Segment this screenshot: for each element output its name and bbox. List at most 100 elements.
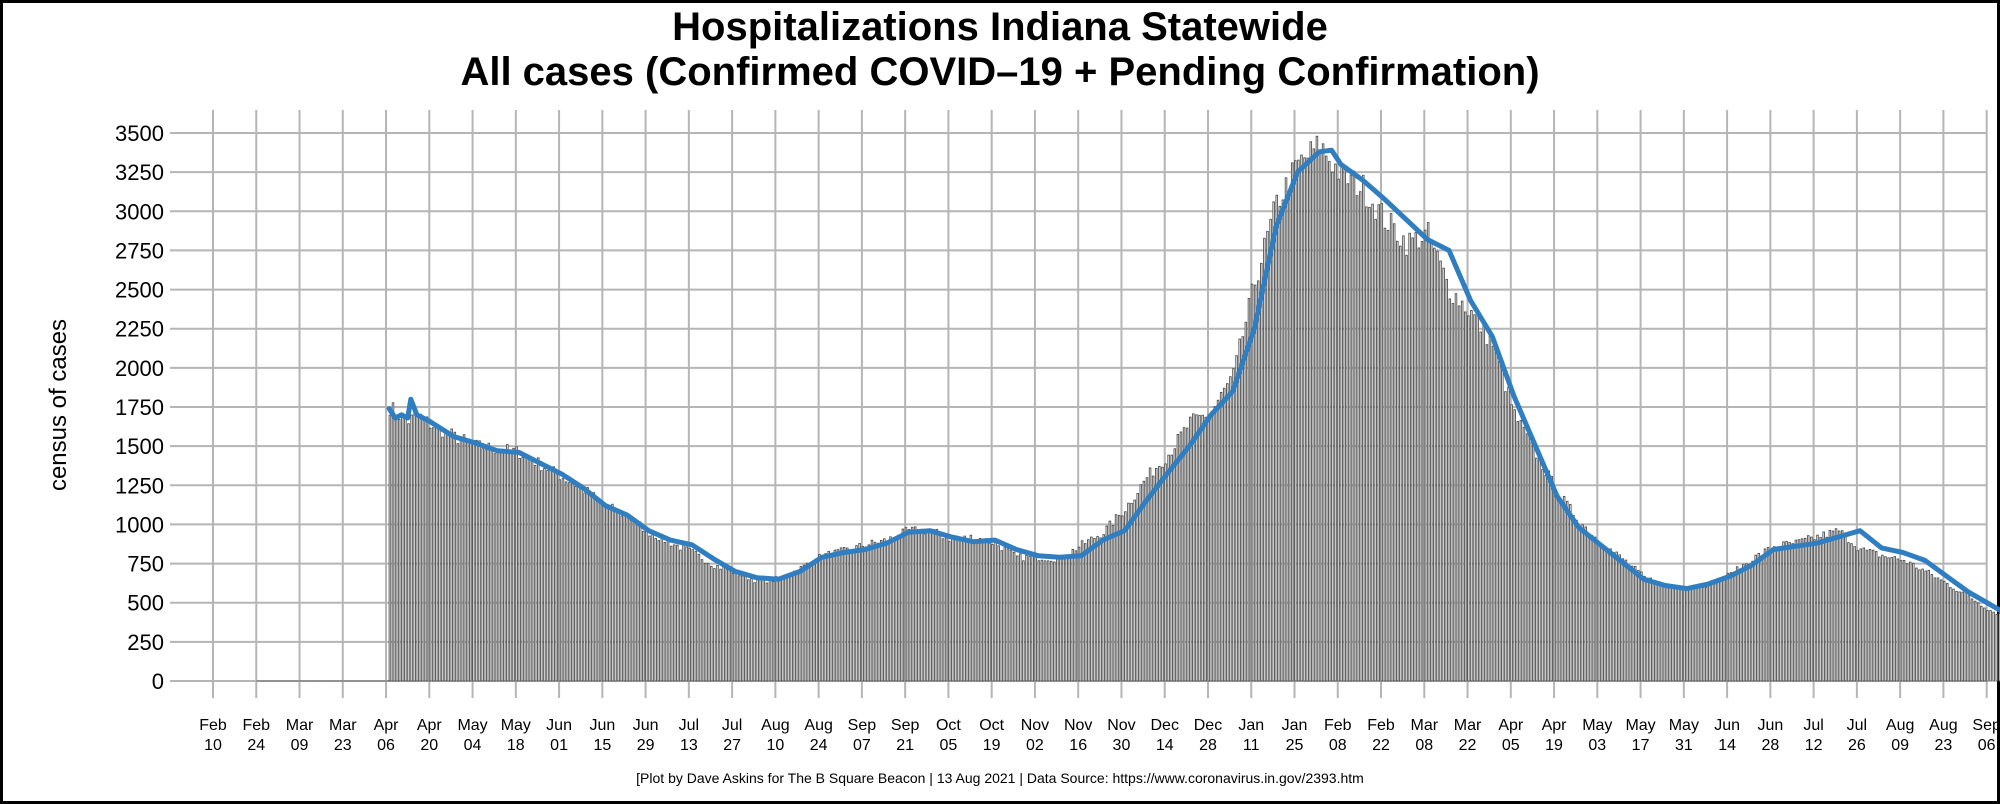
bar [1596, 541, 1600, 682]
bar [1671, 586, 1674, 682]
bar [1942, 580, 1946, 682]
x-tick-label-day: 11 [1243, 737, 1260, 754]
y-tick-label: 500 [127, 591, 164, 616]
bar [1547, 470, 1550, 682]
chart-subtitle: All cases (Confirmed COVID–19 + Pending … [460, 50, 1540, 94]
bar [1198, 414, 1201, 682]
bar [740, 575, 744, 682]
bar [1161, 466, 1164, 682]
bar [1442, 267, 1445, 682]
bar [666, 540, 670, 682]
bar [1967, 595, 1971, 682]
bar [1049, 560, 1053, 682]
bar [1609, 548, 1612, 682]
bar [1321, 143, 1325, 682]
bar [552, 466, 555, 682]
bar [935, 528, 939, 682]
bar [1646, 577, 1649, 682]
bar [1840, 530, 1844, 682]
bar [1714, 583, 1717, 682]
bar [963, 535, 966, 682]
bar [1708, 581, 1711, 682]
bar [824, 553, 827, 682]
bar [1507, 387, 1510, 682]
bar [401, 412, 404, 682]
y-axis-label: census of cases [45, 319, 72, 491]
bar [1383, 227, 1387, 682]
bar [892, 537, 895, 682]
bar [472, 443, 475, 682]
x-tick-label-month: Jul [679, 717, 699, 734]
bar [676, 544, 679, 682]
bar [1627, 564, 1631, 682]
bar [771, 581, 775, 682]
bar [1399, 245, 1402, 682]
bar [1989, 610, 1992, 682]
bar [1887, 557, 1890, 682]
bar [1785, 541, 1788, 682]
x-tick-label-day: 03 [1588, 737, 1606, 754]
bar [422, 416, 426, 682]
bar [1751, 560, 1754, 682]
bar [1479, 331, 1482, 682]
bar [1306, 157, 1309, 682]
bar [852, 549, 855, 682]
source-credit: [Plot by Dave Askins for The B Square Be… [636, 770, 1364, 786]
bar [611, 503, 614, 682]
bar [1578, 525, 1581, 682]
x-tick-label-day: 19 [1545, 737, 1563, 754]
bar [1797, 539, 1801, 682]
bar [879, 539, 883, 682]
x-tick-label-month: Sep [848, 717, 877, 734]
bar [1207, 414, 1211, 682]
bar [815, 561, 818, 682]
bar [1822, 531, 1825, 682]
bar [1599, 546, 1603, 682]
bar [1655, 584, 1659, 682]
x-tick-label-month: Apr [374, 717, 400, 734]
bar [1927, 569, 1930, 682]
bar [1831, 530, 1835, 682]
y-tick-label: 750 [127, 552, 164, 577]
bar [1575, 519, 1578, 682]
bar [1590, 534, 1594, 682]
bar [493, 453, 497, 682]
bar [1986, 610, 1989, 682]
bar [1148, 467, 1152, 682]
bar [966, 538, 970, 682]
x-tick-label-month: Sep [891, 717, 920, 734]
bar [920, 528, 923, 682]
bar [1287, 192, 1291, 682]
bar [947, 541, 951, 682]
bar [737, 575, 741, 682]
bar [1096, 536, 1099, 682]
bar [620, 515, 623, 682]
bar [886, 541, 889, 682]
bar [512, 447, 515, 682]
bar [629, 520, 633, 682]
bar [938, 534, 942, 682]
bar [787, 575, 790, 682]
bar [1803, 537, 1807, 682]
bar [821, 558, 824, 682]
bar [778, 578, 781, 682]
x-tick-label-day: 09 [291, 737, 309, 754]
bar [1779, 547, 1782, 682]
bar [907, 529, 911, 682]
bar [1053, 561, 1056, 682]
bar [981, 541, 985, 682]
bar [456, 443, 460, 682]
bar [1501, 368, 1504, 682]
bar [1244, 321, 1248, 682]
bar [564, 481, 568, 682]
y-tick-label: 1500 [115, 434, 164, 459]
bar [530, 460, 534, 682]
bar [1139, 484, 1143, 682]
x-tick-label-day: 23 [1935, 737, 1953, 754]
bar [1983, 607, 1986, 682]
bar [1349, 174, 1353, 682]
bar [1955, 590, 1958, 682]
bar [1847, 542, 1850, 682]
bar [1936, 577, 1940, 682]
bar [836, 549, 840, 682]
